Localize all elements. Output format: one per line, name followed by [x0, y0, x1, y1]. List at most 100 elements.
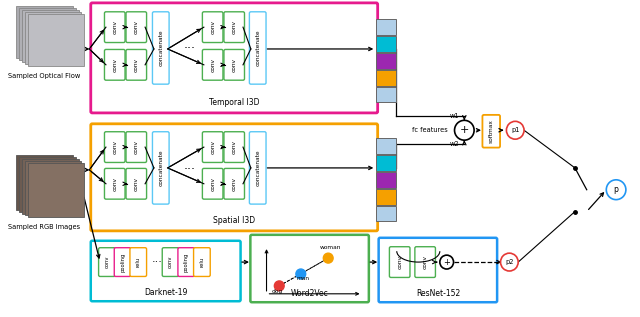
FancyBboxPatch shape — [152, 12, 169, 84]
Bar — [376, 19, 396, 35]
Text: concatenate: concatenate — [158, 150, 163, 186]
Text: conv: conv — [232, 140, 237, 154]
FancyBboxPatch shape — [163, 248, 179, 276]
Text: conv: conv — [112, 58, 117, 72]
Bar — [376, 172, 396, 188]
Text: ···: ··· — [152, 257, 163, 267]
Text: conv: conv — [210, 177, 215, 191]
Text: softmax: softmax — [489, 119, 493, 143]
FancyBboxPatch shape — [126, 49, 147, 80]
FancyBboxPatch shape — [104, 132, 125, 163]
FancyBboxPatch shape — [224, 49, 244, 80]
Text: conv: conv — [210, 58, 215, 72]
Bar — [25, 12, 81, 64]
Bar — [22, 10, 79, 62]
Bar — [16, 155, 73, 210]
Circle shape — [323, 253, 333, 263]
FancyBboxPatch shape — [224, 132, 244, 163]
Text: conv: conv — [397, 255, 402, 269]
FancyBboxPatch shape — [99, 248, 115, 276]
Text: w1: w1 — [450, 113, 460, 120]
Text: conv: conv — [134, 58, 139, 72]
Bar — [19, 8, 76, 60]
FancyBboxPatch shape — [202, 132, 223, 163]
Bar — [28, 14, 84, 66]
Text: Sampled Optical Flow: Sampled Optical Flow — [8, 73, 81, 79]
Text: concatenate: concatenate — [255, 30, 260, 66]
Circle shape — [296, 269, 306, 279]
Text: conv: conv — [134, 140, 139, 154]
Text: conv: conv — [210, 140, 215, 154]
Bar — [25, 161, 81, 216]
FancyBboxPatch shape — [193, 248, 210, 276]
Text: p1: p1 — [511, 127, 520, 133]
Text: p: p — [614, 185, 618, 194]
Bar — [376, 70, 396, 86]
Bar — [22, 159, 79, 214]
FancyBboxPatch shape — [178, 248, 195, 276]
Text: conv: conv — [134, 177, 139, 191]
Text: fc features: fc features — [412, 127, 448, 133]
Text: ···: ··· — [183, 163, 195, 176]
Text: conv: conv — [232, 58, 237, 72]
Text: conv: conv — [134, 20, 139, 34]
FancyBboxPatch shape — [202, 168, 223, 199]
Text: +: + — [460, 125, 469, 135]
FancyBboxPatch shape — [91, 124, 378, 231]
Text: woman: woman — [319, 245, 341, 250]
Bar — [28, 163, 84, 217]
Bar — [376, 138, 396, 154]
Bar — [376, 155, 396, 171]
Text: ResNet-152: ResNet-152 — [416, 289, 460, 298]
FancyBboxPatch shape — [250, 132, 266, 204]
Text: ···: ··· — [183, 42, 195, 55]
FancyBboxPatch shape — [415, 247, 435, 277]
Circle shape — [454, 120, 474, 140]
FancyBboxPatch shape — [389, 247, 410, 277]
Text: conv: conv — [168, 256, 173, 268]
Bar — [376, 53, 396, 69]
Text: pooling: pooling — [184, 252, 189, 272]
FancyBboxPatch shape — [224, 12, 244, 42]
FancyBboxPatch shape — [152, 132, 169, 204]
Text: conv: conv — [104, 256, 109, 268]
Bar — [376, 189, 396, 204]
Text: p2: p2 — [505, 259, 514, 265]
FancyBboxPatch shape — [104, 12, 125, 42]
Text: w2: w2 — [450, 141, 460, 147]
Text: conv: conv — [422, 255, 428, 269]
Circle shape — [506, 121, 524, 139]
FancyBboxPatch shape — [202, 49, 223, 80]
Text: Spatial I3D: Spatial I3D — [213, 217, 255, 225]
Bar — [376, 87, 396, 102]
Circle shape — [606, 180, 626, 200]
FancyBboxPatch shape — [250, 235, 369, 302]
Text: concatenate: concatenate — [158, 30, 163, 66]
FancyBboxPatch shape — [126, 12, 147, 42]
Text: man: man — [296, 276, 309, 281]
FancyBboxPatch shape — [126, 132, 147, 163]
FancyBboxPatch shape — [379, 238, 497, 302]
Text: Sampled RGB Images: Sampled RGB Images — [8, 224, 80, 230]
Text: conv: conv — [112, 20, 117, 34]
Text: concatenate: concatenate — [255, 150, 260, 186]
FancyBboxPatch shape — [104, 49, 125, 80]
Bar — [376, 206, 396, 222]
Circle shape — [440, 255, 454, 269]
FancyBboxPatch shape — [483, 115, 500, 148]
Text: dog: dog — [272, 289, 283, 294]
Text: conv: conv — [112, 177, 117, 191]
Text: pooling: pooling — [120, 252, 125, 272]
FancyBboxPatch shape — [104, 168, 125, 199]
Text: Word2Vec: Word2Vec — [291, 289, 328, 298]
Text: conv: conv — [232, 177, 237, 191]
Text: conv: conv — [232, 20, 237, 34]
FancyBboxPatch shape — [202, 12, 223, 42]
Text: Darknet-19: Darknet-19 — [144, 288, 188, 297]
Bar — [16, 6, 73, 58]
Text: +: + — [444, 258, 450, 267]
Text: conv: conv — [210, 20, 215, 34]
Text: Temporal I3D: Temporal I3D — [209, 99, 259, 107]
FancyBboxPatch shape — [115, 248, 131, 276]
Bar — [19, 157, 76, 211]
